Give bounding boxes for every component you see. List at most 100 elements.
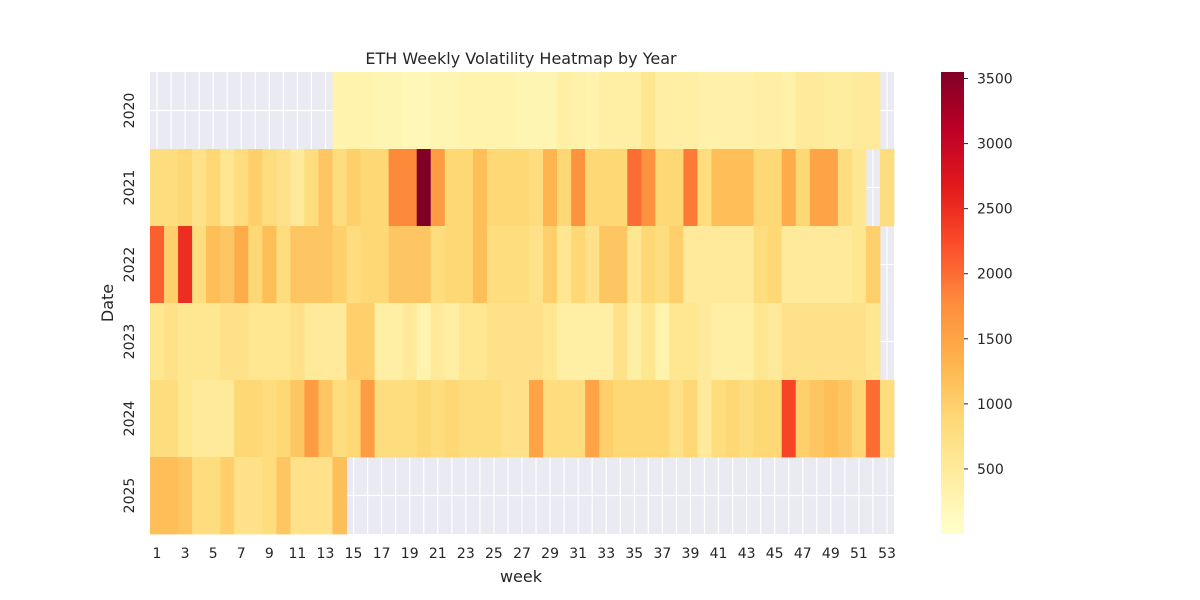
- x-axis-ticks: 1 3 5 7 9 11 13 15 17 19 21 23 25 27 29 31 33 35 37 39 41 43 4…: [153, 546, 896, 562]
- heatmap-cell-2023-w43: [739, 303, 755, 381]
- heatmap-cell-2021-w35: [627, 149, 642, 227]
- heatmap-cell-2021-w25: [486, 149, 502, 227]
- heatmap-cell-2022-w1: [150, 226, 165, 304]
- heatmap-cell-2021-w42: [725, 149, 740, 227]
- heatmap-cell-2023-w10: [276, 303, 291, 381]
- heatmap-cell-2023-w46: [781, 303, 797, 381]
- heatmap-cell-2025-w14: [332, 457, 347, 535]
- heatmap-cell-2024-w19: [402, 380, 418, 458]
- heatmap-cell-2023-w37: [655, 303, 670, 381]
- heatmap-cell-2020-w34: [613, 72, 628, 150]
- heatmap-cell-2021-w38: [669, 149, 684, 227]
- heatmap-cell-2022-w49: [823, 226, 839, 304]
- heatmap-cell-2023-w28: [529, 303, 544, 381]
- y-tick-label: 2023: [122, 324, 138, 360]
- heatmap-cell-2024-w43: [739, 380, 755, 458]
- heatmap-cell-2020-w45: [767, 72, 783, 150]
- heatmap-cell-2024-w34: [613, 380, 628, 458]
- heatmap-cell-2024-w33: [599, 380, 614, 458]
- heatmap-cell-2022-w31: [571, 226, 586, 304]
- heatmap-cell-2022-w20: [416, 226, 432, 304]
- heatmap-cell-2022-w43: [739, 226, 755, 304]
- heatmap-cell-2020-w27: [514, 72, 530, 150]
- heatmap-cell-2021-w40: [697, 149, 712, 227]
- heatmap-cell-2020-w36: [641, 72, 656, 150]
- heatmap-cell-2020-w38: [669, 72, 684, 150]
- heatmap-cell-2021-w21: [430, 149, 446, 227]
- heatmap-cell-2020-w48: [809, 72, 825, 150]
- x-tick-label: 21: [429, 546, 447, 562]
- heatmap-cell-2020-w15: [346, 72, 361, 150]
- heatmap-cell-2023-w22: [444, 303, 460, 381]
- heatmap-cell-2024-w48: [809, 380, 825, 458]
- heatmap-cell-2023-w3: [178, 303, 193, 381]
- heatmap-cell-2024-w50: [837, 380, 853, 458]
- heatmap-cell-2022-w28: [529, 226, 544, 304]
- heatmap-cell-2024-w1: [150, 380, 165, 458]
- heatmap-cell-2024-w36: [641, 380, 656, 458]
- heatmap-cell-2023-w9: [262, 303, 277, 381]
- heatmap-cell-2020-w51: [851, 72, 867, 150]
- colorbar-tick-label: 3000: [977, 137, 1013, 153]
- heatmap-cell-2023-w16: [360, 303, 376, 381]
- heatmap-cell-2022-w32: [585, 226, 600, 304]
- heatmap-cell-2021-w9: [262, 149, 277, 227]
- heatmap-cell-2023-w30: [557, 303, 572, 381]
- heatmap-cell-2022-w41: [711, 226, 726, 304]
- heatmap-cell-2022-w37: [655, 226, 670, 304]
- heatmap-cell-2025-w4: [192, 457, 207, 535]
- y-axis-ticks: 2020 2021 2022 2023 2024 2025: [122, 93, 138, 514]
- heatmap-cell-2021-w1: [150, 149, 165, 227]
- heatmap-cell-2023-w14: [332, 303, 347, 381]
- heatmap-cell-2024-w52: [865, 380, 881, 458]
- x-axis-title: week: [500, 567, 543, 586]
- y-tick-label: 2025: [122, 478, 138, 514]
- heatmap-cell-2024-w38: [669, 380, 684, 458]
- heatmap-cell-2024-w9: [262, 380, 277, 458]
- heatmap-cell-2022-w39: [683, 226, 698, 304]
- heatmap-cells: [150, 72, 895, 535]
- heatmap-cell-2024-w41: [711, 380, 726, 458]
- heatmap-cell-2024-w28: [529, 380, 544, 458]
- x-tick-label: 35: [625, 546, 643, 562]
- colorbar: [941, 72, 964, 534]
- heatmap-cell-2024-w47: [795, 380, 811, 458]
- heatmap-cell-2020-w39: [683, 72, 698, 150]
- heatmap-cell-2021-w20: [416, 149, 432, 227]
- heatmap-cell-2021-w27: [514, 149, 530, 227]
- heatmap-cell-2022-w34: [613, 226, 628, 304]
- heatmap-cell-2020-w25: [486, 72, 502, 150]
- heatmap-cell-2024-w12: [304, 380, 319, 458]
- heatmap-cell-2022-w29: [543, 226, 558, 304]
- x-tick-label: 17: [373, 546, 391, 562]
- heatmap-cell-2022-w51: [851, 226, 867, 304]
- heatmap-cell-2022-w10: [276, 226, 291, 304]
- heatmap-cell-2024-w6: [220, 380, 235, 458]
- heatmap-cell-2024-w11: [290, 380, 305, 458]
- heatmap-cell-2024-w26: [500, 380, 516, 458]
- colorbar-ticks: 500 1000 1500 2000 2500 3000 3500: [964, 72, 1013, 478]
- heatmap-cell-2025-w9: [262, 457, 277, 535]
- heatmap-cell-2022-w6: [220, 226, 235, 304]
- heatmap-cell-2021-w34: [613, 149, 628, 227]
- heatmap-cell-2021-w4: [192, 149, 207, 227]
- heatmap-cell-2024-w45: [767, 380, 783, 458]
- heatmap-cell-2020-w18: [388, 72, 404, 150]
- heatmap-cell-2024-w5: [206, 380, 221, 458]
- heatmap-cell-2023-w47: [795, 303, 811, 381]
- heatmap-cell-2022-w46: [781, 226, 797, 304]
- heatmap-cell-2022-w27: [514, 226, 530, 304]
- heatmap-cell-2024-w16: [360, 380, 376, 458]
- heatmap-cell-2024-w42: [725, 380, 740, 458]
- heatmap-cell-2023-w41: [711, 303, 726, 381]
- heatmap-cell-2021-w22: [444, 149, 460, 227]
- x-tick-label: 15: [345, 546, 363, 562]
- heatmap-cell-2024-w46: [781, 380, 797, 458]
- heatmap-cell-2022-w48: [809, 226, 825, 304]
- heatmap-cell-2023-w31: [571, 303, 586, 381]
- x-tick-label: 13: [317, 546, 335, 562]
- heatmap-cell-2024-w10: [276, 380, 291, 458]
- heatmap-cell-2021-w28: [529, 149, 544, 227]
- heatmap-cell-2023-w24: [472, 303, 488, 381]
- heatmap-cell-2021-w19: [402, 149, 418, 227]
